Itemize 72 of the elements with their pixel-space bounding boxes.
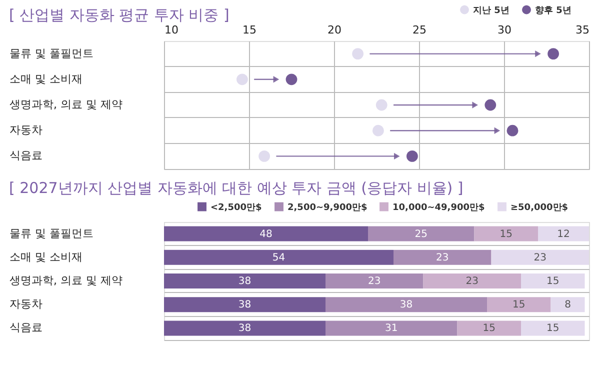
bar	[164, 250, 394, 265]
y-tick-label: 식음료	[10, 321, 42, 334]
data-label: 15	[546, 276, 560, 287]
data-label: 38	[238, 276, 252, 287]
point	[484, 99, 496, 111]
data-label: 23	[436, 252, 449, 264]
data-label: 38	[238, 300, 252, 311]
y-tick-label: 생명과학, 의료 및 제약	[10, 274, 122, 287]
bar	[326, 297, 487, 312]
legend-label: <2,500만$	[210, 202, 262, 213]
chart-title: [ 2027년까지 산업별 자동화에 대한 예상 투자 금액 (응답자 비율) ]	[9, 179, 464, 197]
data-label: 31	[385, 323, 398, 334]
y-tick-label: 소매 및 소비재	[10, 250, 82, 264]
y-tick-label: 물류 및 풀필먼트	[10, 226, 94, 240]
x-tick-label: 35	[576, 24, 590, 36]
data-label: 12	[557, 228, 570, 240]
point	[406, 150, 418, 162]
data-label: 38	[238, 323, 252, 334]
x-tick-label: 10	[164, 24, 178, 36]
point	[352, 48, 364, 60]
bar	[326, 320, 458, 336]
legend-label: 향후 5년	[535, 6, 572, 16]
y-tick-label: 자동차	[10, 124, 42, 137]
bar	[423, 274, 521, 288]
x-tick-label: 15	[242, 24, 256, 36]
bar	[474, 226, 538, 242]
bar	[521, 274, 585, 288]
y-tick-label: 물류 및 풀필먼트	[10, 46, 94, 60]
data-label: 15	[512, 300, 526, 311]
bar	[538, 226, 589, 242]
data-label: 15	[482, 323, 496, 334]
legend-label: 지난 5년	[472, 6, 510, 16]
bar	[394, 250, 492, 265]
bar	[164, 274, 326, 288]
data-label: 15	[500, 228, 512, 240]
bar	[164, 297, 326, 312]
bar	[164, 226, 368, 242]
point	[506, 124, 518, 136]
point	[372, 124, 384, 136]
point	[236, 74, 248, 86]
data-label: 38	[400, 300, 413, 311]
bar	[164, 320, 326, 336]
bar	[326, 274, 424, 288]
y-tick-label: 생명과학, 의료 및 제약	[10, 98, 122, 111]
data-label: 8	[564, 300, 571, 311]
legend-label: ≥50,000만$	[510, 202, 568, 213]
data-label: 23	[368, 276, 381, 287]
y-tick-label: 자동차	[10, 298, 42, 311]
data-label: 23	[534, 252, 546, 264]
bar	[487, 297, 551, 312]
point	[258, 150, 270, 162]
point	[548, 48, 559, 60]
y-tick-label: 식음료	[10, 149, 42, 162]
x-tick-label: 20	[328, 24, 342, 36]
chart-title: [ 산업별 자동화 평균 투자 비중 ]	[9, 6, 230, 24]
x-tick-label: 25	[412, 24, 426, 36]
data-label: 54	[272, 252, 286, 264]
bar	[521, 320, 585, 336]
data-label: 15	[546, 323, 560, 334]
data-label: 25	[414, 228, 428, 240]
bar	[491, 250, 589, 265]
x-tick-label: 30	[498, 24, 512, 36]
data-label: 23	[466, 276, 478, 287]
point	[376, 99, 388, 111]
legend-label: 10,000~49,900만$	[392, 202, 485, 213]
bar	[368, 226, 474, 242]
y-tick-label: 소매 및 소비재	[10, 72, 82, 86]
legend-label: 2,500~9,900만$	[288, 202, 368, 213]
data-label: 48	[260, 228, 272, 240]
bar	[457, 320, 521, 336]
point	[286, 74, 298, 86]
bar	[550, 297, 585, 312]
